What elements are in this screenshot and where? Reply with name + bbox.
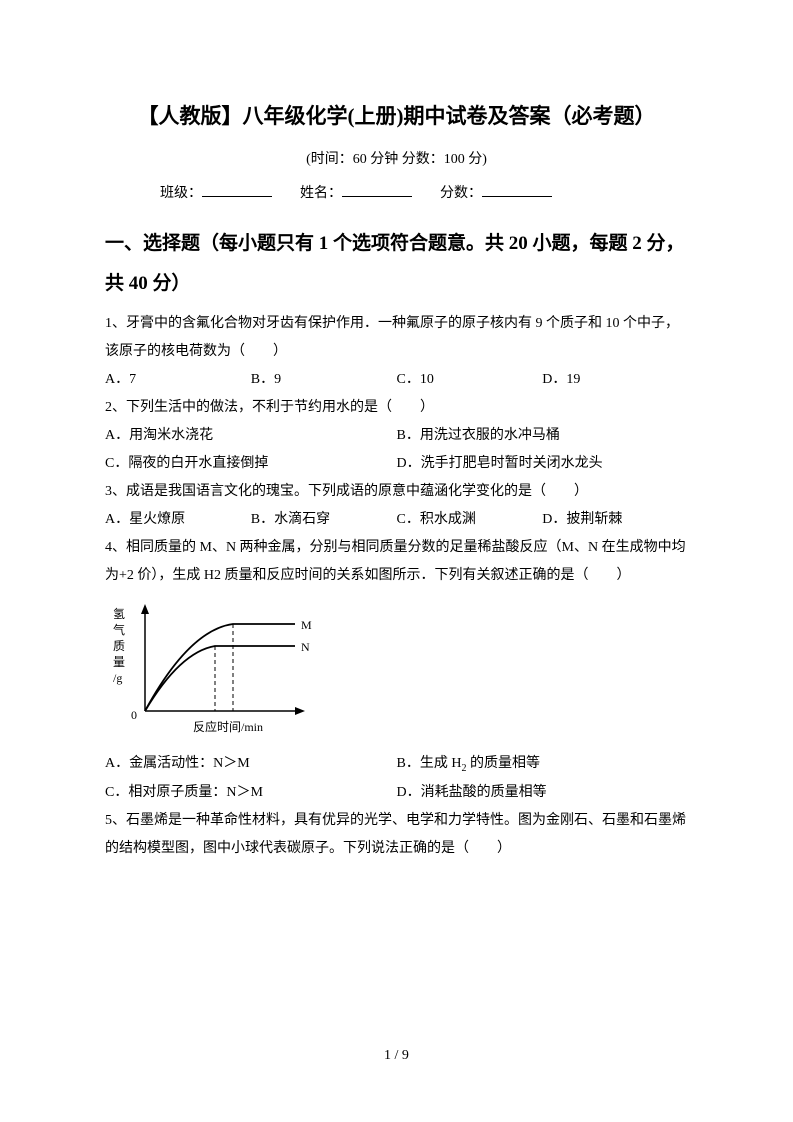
name-label: 姓名：: [300, 186, 342, 201]
page: 【人教版】八年级化学(上册)期中试卷及答案（必考题） (时间：60 分钟 分数：…: [0, 0, 793, 1122]
q4-D: D．消耗盐酸的质量相等: [397, 779, 689, 807]
score-blank: [482, 182, 552, 197]
q3-options: A．星火燎原 B．水滴石穿 C．积水成渊 D．披荆斩棘: [105, 506, 688, 534]
q3-D: D．披荆斩棘: [542, 506, 688, 534]
exam-subtitle: (时间：60 分钟 分数：100 分): [105, 148, 688, 168]
chart-svg: 氢气质量/g 0 反应时间/min MN: [105, 596, 315, 741]
svg-text:质: 质: [113, 639, 125, 653]
q1-C: C．10: [397, 366, 543, 394]
q1-text: 1、牙膏中的含氟化合物对牙齿有保护作用．一种氟原子的原子核内有 9 个质子和 1…: [105, 310, 688, 366]
q2-options-row1: A．用淘米水浇花 B．用洗过衣服的水冲马桶: [105, 422, 688, 450]
score-label: 分数：: [440, 186, 482, 201]
q2-options-row2: C．隔夜的白开水直接倒掉 D．洗手打肥皂时暂时关闭水龙头: [105, 450, 688, 478]
page-number: 1 / 9: [0, 1048, 793, 1064]
q2-text: 2、下列生活中的做法，不利于节约用水的是（ ）: [105, 394, 688, 422]
q1-A: A．7: [105, 366, 251, 394]
q4-options-row2: C．相对原子质量：N＞M D．消耗盐酸的质量相等: [105, 779, 688, 807]
svg-text:气: 气: [113, 622, 125, 637]
q3-C: C．积水成渊: [397, 506, 543, 534]
q4-B-post: 的质量相等: [466, 756, 540, 771]
q1-D: D．19: [542, 366, 688, 394]
class-blank: [202, 182, 272, 197]
q3-text: 3、成语是我国语言文化的瑰宝。下列成语的原意中蕴涵化学变化的是（ ）: [105, 478, 688, 506]
name-blank: [342, 182, 412, 197]
svg-text:N: N: [301, 640, 310, 654]
class-label: 班级：: [160, 186, 202, 201]
svg-text:M: M: [301, 618, 312, 632]
q5-text: 5、石墨烯是一种革命性材料，具有优异的光学、电学和力学特性。图为金刚石、石墨和石…: [105, 807, 688, 863]
svg-text:氢: 氢: [113, 606, 125, 621]
section-heading: 一、选择题（每小题只有 1 个选项符合题意。共 20 小题，每题 2 分，共 4…: [105, 224, 688, 304]
q2-D: D．洗手打肥皂时暂时关闭水龙头: [397, 450, 689, 478]
q2-C: C．隔夜的白开水直接倒掉: [105, 450, 397, 478]
q1-B: B．9: [251, 366, 397, 394]
q4-text: 4、相同质量的 M、N 两种金属，分别与相同质量分数的足量稀盐酸反应（M、N 在…: [105, 534, 688, 590]
exam-title: 【人教版】八年级化学(上册)期中试卷及答案（必考题）: [105, 100, 688, 130]
q4-A: A．金属活动性：N＞M: [105, 750, 397, 779]
q1-options: A．7 B．9 C．10 D．19: [105, 366, 688, 394]
q4-B-pre: B．生成 H: [397, 756, 462, 771]
q3-B: B．水滴石穿: [251, 506, 397, 534]
info-line: 班级： 姓名： 分数：: [105, 182, 688, 202]
svg-text:/g: /g: [113, 671, 122, 685]
q4-chart: 氢气质量/g 0 反应时间/min MN: [105, 596, 688, 746]
q3-A: A．星火燎原: [105, 506, 251, 534]
svg-text:量: 量: [113, 655, 125, 669]
q2-A: A．用淘米水浇花: [105, 422, 397, 450]
svg-text:0: 0: [131, 708, 137, 722]
q4-C: C．相对原子质量：N＞M: [105, 779, 397, 807]
svg-text:反应时间/min: 反应时间/min: [193, 719, 263, 734]
q4-options-row1: A．金属活动性：N＞M B．生成 H2 的质量相等: [105, 750, 688, 779]
q4-B: B．生成 H2 的质量相等: [397, 750, 689, 779]
q2-B: B．用洗过衣服的水冲马桶: [397, 422, 689, 450]
